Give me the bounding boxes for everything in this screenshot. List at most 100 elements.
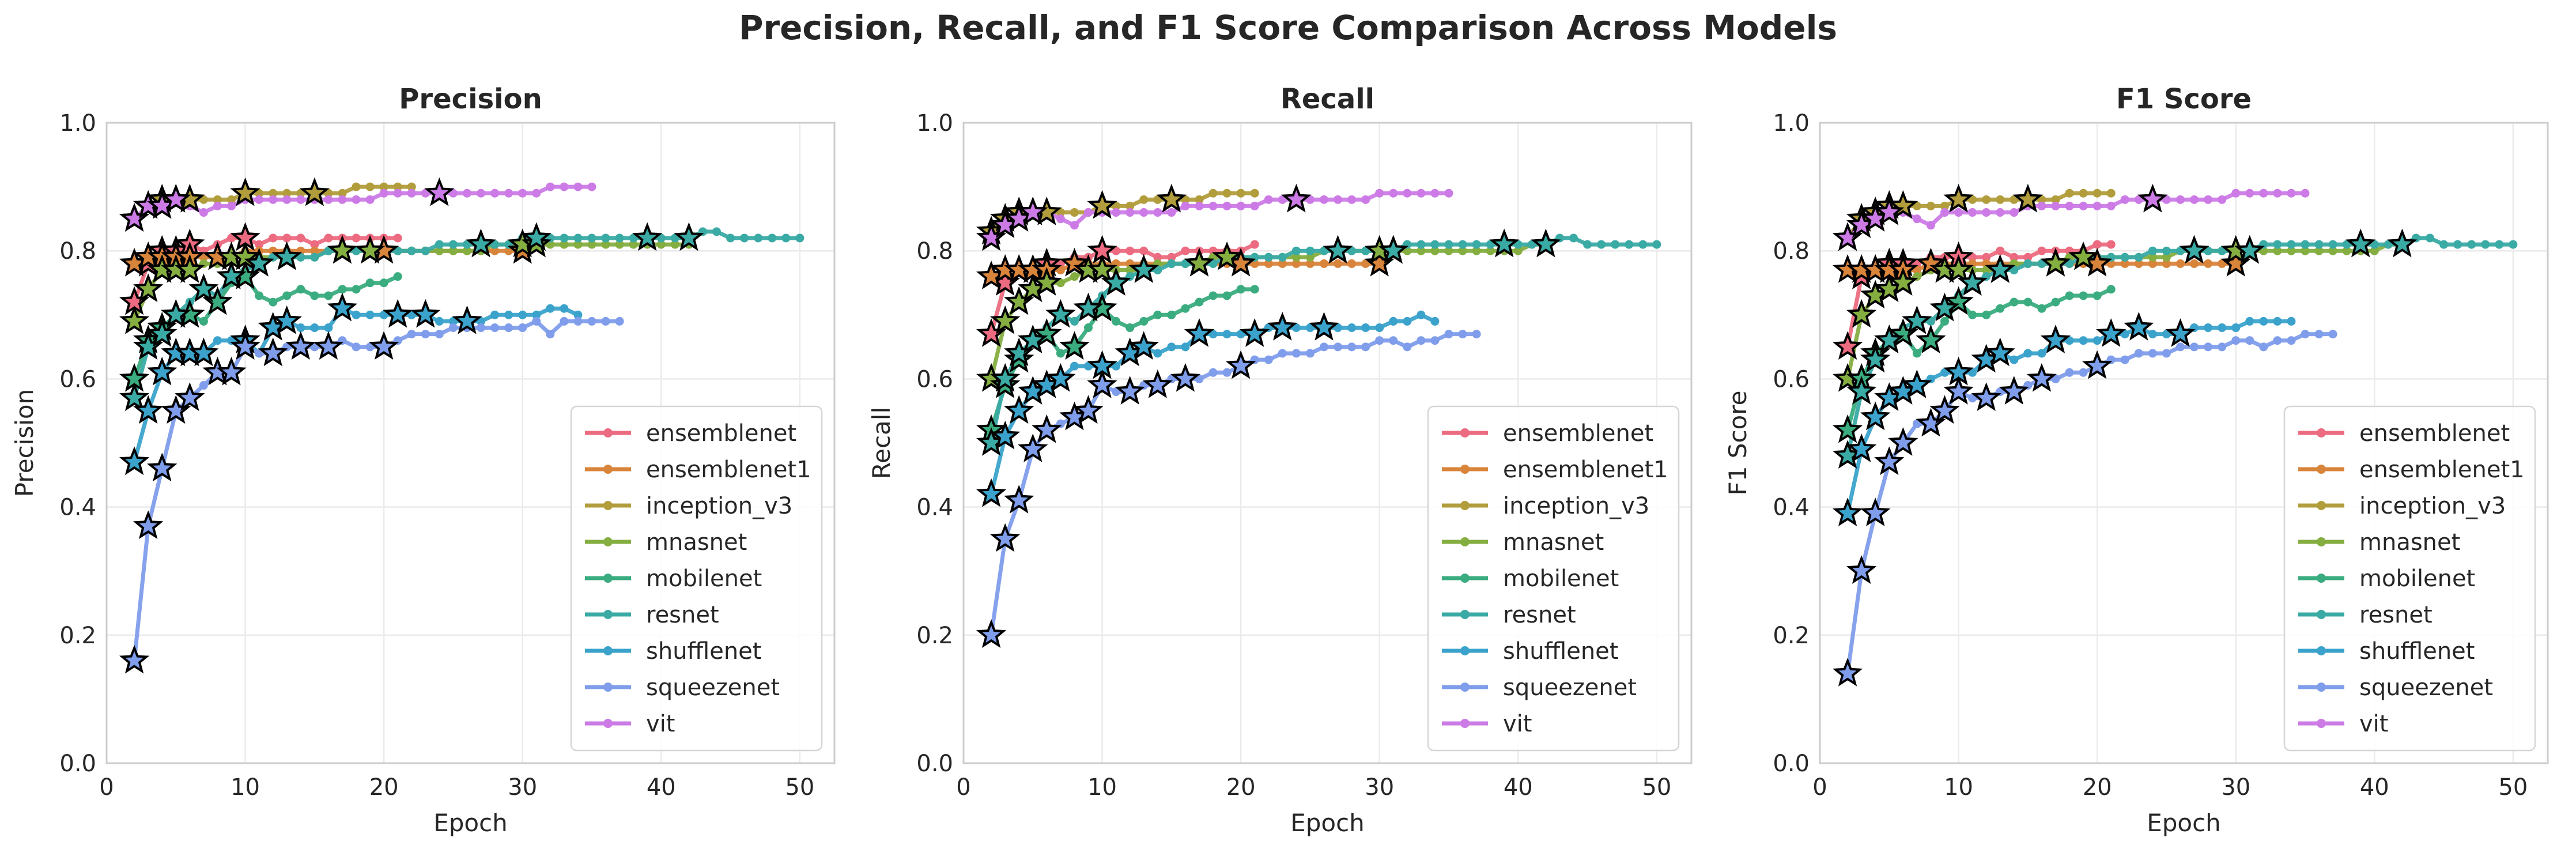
legend-item-mnasnet: mnasnet xyxy=(2298,529,2460,556)
data-point-vit xyxy=(269,195,278,204)
best-marker-mnasnet xyxy=(327,235,358,264)
data-point-resnet xyxy=(1597,240,1606,249)
legend-label: ensemblenet1 xyxy=(1503,457,1668,483)
data-point-squeezenet xyxy=(2204,342,2213,352)
data-point-mnasnet xyxy=(1430,246,1440,255)
data-point-squeezenet xyxy=(1222,368,1232,377)
legend-label: squeezenet xyxy=(2359,674,2493,701)
data-point-squeezenet xyxy=(1417,336,1426,345)
best-marker-squeezenet xyxy=(1142,369,1173,398)
legend-item-squeezenet: squeezenet xyxy=(585,674,780,701)
data-point-mobilenet xyxy=(393,272,402,281)
data-point-mnasnet xyxy=(435,246,444,255)
best-marker-mnasnet xyxy=(1943,254,1974,283)
legend-item-ensemblenet: ensemblenet xyxy=(585,420,796,447)
data-point-mobilenet xyxy=(2092,291,2102,300)
legend-item-inception_v3: inception_v3 xyxy=(585,493,792,519)
data-point-shufflenet xyxy=(1153,349,1162,358)
data-point-vit xyxy=(1347,195,1357,204)
data-point-squeezenet xyxy=(1319,342,1328,352)
data-point-vit xyxy=(573,182,583,191)
best-marker-resnet xyxy=(466,228,496,258)
best-marker-resnet xyxy=(1018,325,1048,353)
x-tick-label: 30 xyxy=(2221,774,2250,801)
best-marker-resnet xyxy=(1073,292,1104,322)
best-marker-resnet xyxy=(1985,254,2015,283)
legend-item-resnet: resnet xyxy=(585,602,719,628)
data-point-resnet xyxy=(1430,240,1440,249)
y-tick-label: 0.0 xyxy=(59,751,96,777)
data-point-squeezenet xyxy=(1375,336,1384,345)
data-point-mnasnet xyxy=(2301,246,2310,255)
x-axis-label: Epoch xyxy=(2147,809,2221,837)
data-point-mnasnet xyxy=(1305,252,1315,262)
legend-label: squeezenet xyxy=(1503,674,1637,701)
x-tick-label: 30 xyxy=(508,774,537,801)
best-marker-squeezenet xyxy=(313,331,344,360)
legend-item-shufflenet: shufflenet xyxy=(585,638,761,665)
data-point-vit xyxy=(1940,208,1950,217)
x-tick-label: 0 xyxy=(99,774,114,801)
best-marker-resnet xyxy=(1846,376,1877,405)
data-point-vit xyxy=(1222,201,1232,210)
best-marker-mobilenet xyxy=(1916,325,1946,353)
data-point-shufflenet xyxy=(1070,361,1079,371)
legend-label: mnasnet xyxy=(646,529,747,556)
data-point-ensemblenet xyxy=(2037,246,2046,255)
data-point-mobilenet xyxy=(324,291,333,300)
data-point-vit xyxy=(1954,208,1963,217)
best-marker-mnasnet xyxy=(1888,267,1918,296)
data-point-inception_v3 xyxy=(1208,188,1218,198)
legend-box xyxy=(570,405,823,752)
best-marker-squeezenet xyxy=(1225,350,1256,379)
data-point-ensemblenet xyxy=(1167,252,1176,262)
best-marker-squeezenet xyxy=(1860,497,1891,526)
data-point-resnet xyxy=(2273,240,2282,249)
best-marker-resnet xyxy=(1874,325,1905,353)
data-point-vit xyxy=(1444,188,1453,198)
data-point-mobilenet xyxy=(1195,297,1204,307)
data-point-mobilenet xyxy=(2051,297,2060,307)
legend-label: shufflenet xyxy=(1503,638,1618,665)
data-point-squeezenet xyxy=(2218,342,2227,352)
best-marker-resnet xyxy=(674,222,704,251)
data-point-vit xyxy=(2204,195,2213,204)
y-tick-label: 0.6 xyxy=(59,366,96,393)
legend-item-inception_v3: inception_v3 xyxy=(1442,493,1649,519)
best-marker-shufflenet xyxy=(133,395,164,424)
y-tick-label: 0.2 xyxy=(1773,623,1810,649)
data-point-vit xyxy=(1319,195,1328,204)
best-marker-mobilenet xyxy=(1032,318,1062,347)
data-point-mnasnet xyxy=(587,240,596,249)
data-point-mobilenet xyxy=(1125,323,1135,333)
data-point-squeezenet xyxy=(199,381,208,390)
data-point-squeezenet xyxy=(1334,342,1343,352)
best-marker-inception_v3 xyxy=(1888,190,1918,219)
data-point-mnasnet xyxy=(573,240,583,249)
x-tick-label: 20 xyxy=(369,774,399,801)
y-tick-label: 0.4 xyxy=(1773,495,1810,521)
data-point-resnet xyxy=(2426,233,2435,243)
data-point-squeezenet xyxy=(1361,342,1370,352)
best-marker-shufflenet xyxy=(1267,312,1298,341)
data-point-inception_v3 xyxy=(379,182,388,191)
data-point-ensemblenet1 xyxy=(1347,259,1357,268)
data-point-inception_v3 xyxy=(2065,188,2074,198)
y-tick-label: 0.8 xyxy=(916,238,953,265)
legend-item-ensemblenet: ensemblenet xyxy=(1442,420,1653,447)
data-point-squeezenet xyxy=(587,316,596,326)
data-point-resnet xyxy=(1652,240,1661,249)
legend-item-mobilenet: mobilenet xyxy=(2298,565,2475,592)
data-point-inception_v3 xyxy=(1236,188,1245,198)
data-point-squeezenet xyxy=(2231,336,2241,345)
data-point-resnet xyxy=(1417,240,1426,249)
data-point-inception_v3 xyxy=(365,182,375,191)
data-point-vit xyxy=(1403,188,1412,198)
data-point-resnet xyxy=(1167,259,1176,268)
series-line-vit xyxy=(132,184,594,221)
data-point-mnasnet xyxy=(1458,246,1467,255)
data-point-mobilenet xyxy=(1153,310,1162,319)
data-point-inception_v3 xyxy=(213,195,222,204)
legend-item-mnasnet: mnasnet xyxy=(585,529,747,556)
data-point-mnasnet xyxy=(2287,246,2296,255)
